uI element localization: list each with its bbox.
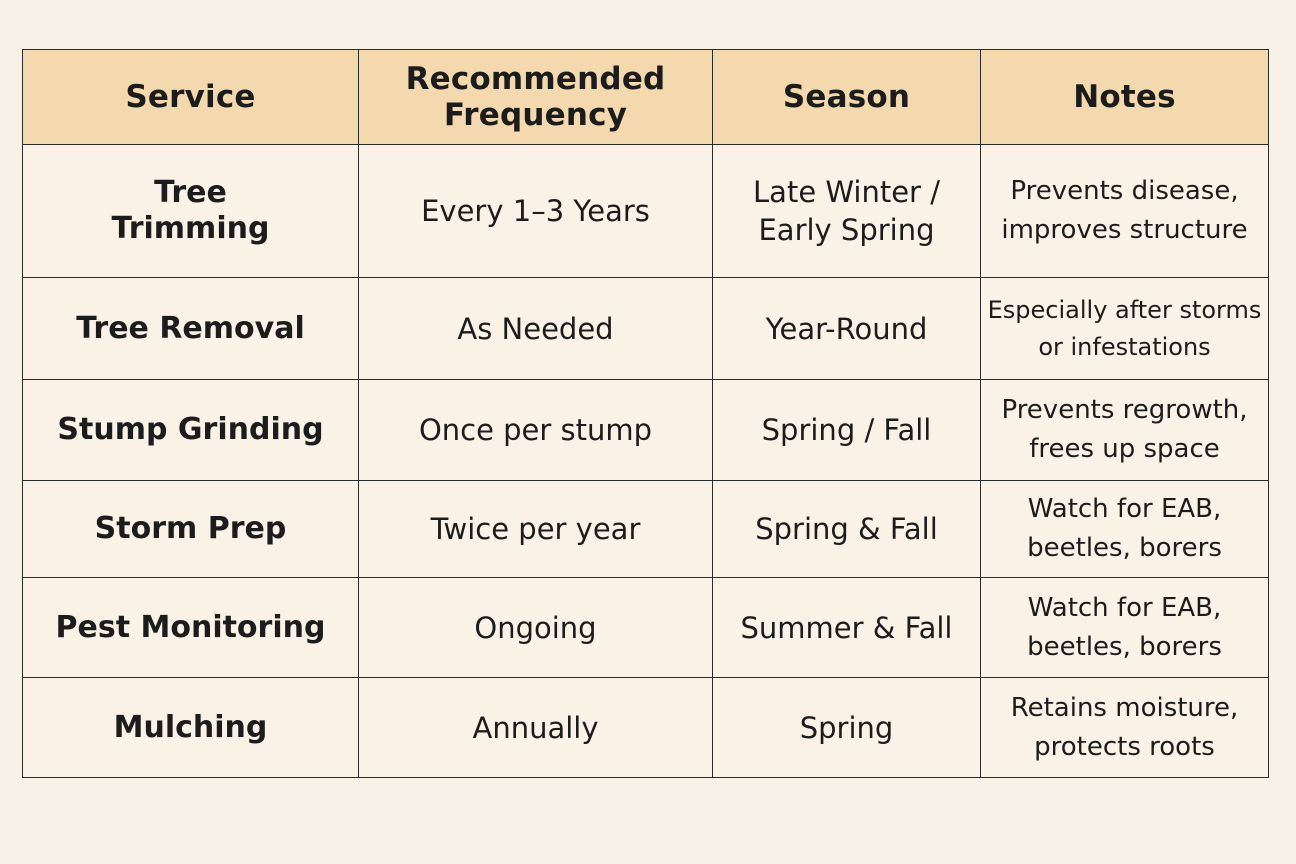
service-cell: Mulching — [22, 677, 359, 778]
table-body: Tree Trimming Every 1–3 Years Late Winte… — [22, 144, 1269, 778]
notes-cell: Prevents regrowth, frees up space — [980, 379, 1269, 481]
notes-cell: Retains moisture, protects roots — [980, 677, 1269, 778]
table-row: Tree Removal As Needed Year-Round Especi… — [22, 277, 1269, 380]
service-cell: Tree Removal — [22, 277, 359, 380]
notes-cell: Watch for EAB, beetles, borers — [980, 480, 1269, 578]
header-recommended-frequency: Recommended Frequency — [358, 49, 713, 145]
notes-text: Especially after storms or infestations — [987, 295, 1262, 361]
notes-cell: Prevents disease, improves structure — [980, 144, 1269, 278]
frequency-cell: Annually — [358, 677, 713, 778]
season-cell: Summer & Fall — [712, 577, 981, 678]
table-row: Pest Monitoring Ongoing Summer & Fall Wa… — [22, 577, 1269, 678]
season-cell: Spring & Fall — [712, 480, 981, 578]
header-row: Service Recommended Frequency Season Not… — [22, 49, 1269, 145]
frequency-cell: Ongoing — [358, 577, 713, 678]
service-cell: Storm Prep — [22, 480, 359, 578]
service-cell: Stump Grinding — [22, 379, 359, 481]
frequency-cell: Once per stump — [358, 379, 713, 481]
service-cell: Pest Monitoring — [22, 577, 359, 678]
table-header: Service Recommended Frequency Season Not… — [22, 49, 1269, 145]
notes-cell: Especially after storms or infestations — [980, 277, 1269, 380]
season-cell: Spring — [712, 677, 981, 778]
season-text: Late Winter / Early Spring — [753, 175, 940, 247]
frequency-cell: Twice per year — [358, 480, 713, 578]
service-text: Tree Trimming — [111, 175, 270, 246]
frequency-cell: Every 1–3 Years — [358, 144, 713, 278]
notes-cell: Watch for EAB, beetles, borers — [980, 577, 1269, 678]
season-cell: Year-Round — [712, 277, 981, 380]
table-row: Mulching Annually Spring Retains moistur… — [22, 677, 1269, 778]
table-row: Storm Prep Twice per year Spring & Fall … — [22, 480, 1269, 578]
header-notes: Notes — [980, 49, 1269, 145]
season-cell: Late Winter / Early Spring — [712, 144, 981, 278]
service-cell: Tree Trimming — [22, 144, 359, 278]
header-service: Service — [22, 49, 359, 145]
notes-text: Watch for EAB, beetles, borers — [1027, 592, 1222, 662]
season-cell: Spring / Fall — [712, 379, 981, 481]
table-row: Tree Trimming Every 1–3 Years Late Winte… — [22, 144, 1269, 278]
tree-care-schedule-table: Service Recommended Frequency Season Not… — [22, 49, 1269, 778]
header-season: Season — [712, 49, 981, 145]
table-row: Stump Grinding Once per stump Spring / F… — [22, 379, 1269, 481]
frequency-cell: As Needed — [358, 277, 713, 380]
notes-text: Watch for EAB, beetles, borers — [1027, 494, 1222, 563]
